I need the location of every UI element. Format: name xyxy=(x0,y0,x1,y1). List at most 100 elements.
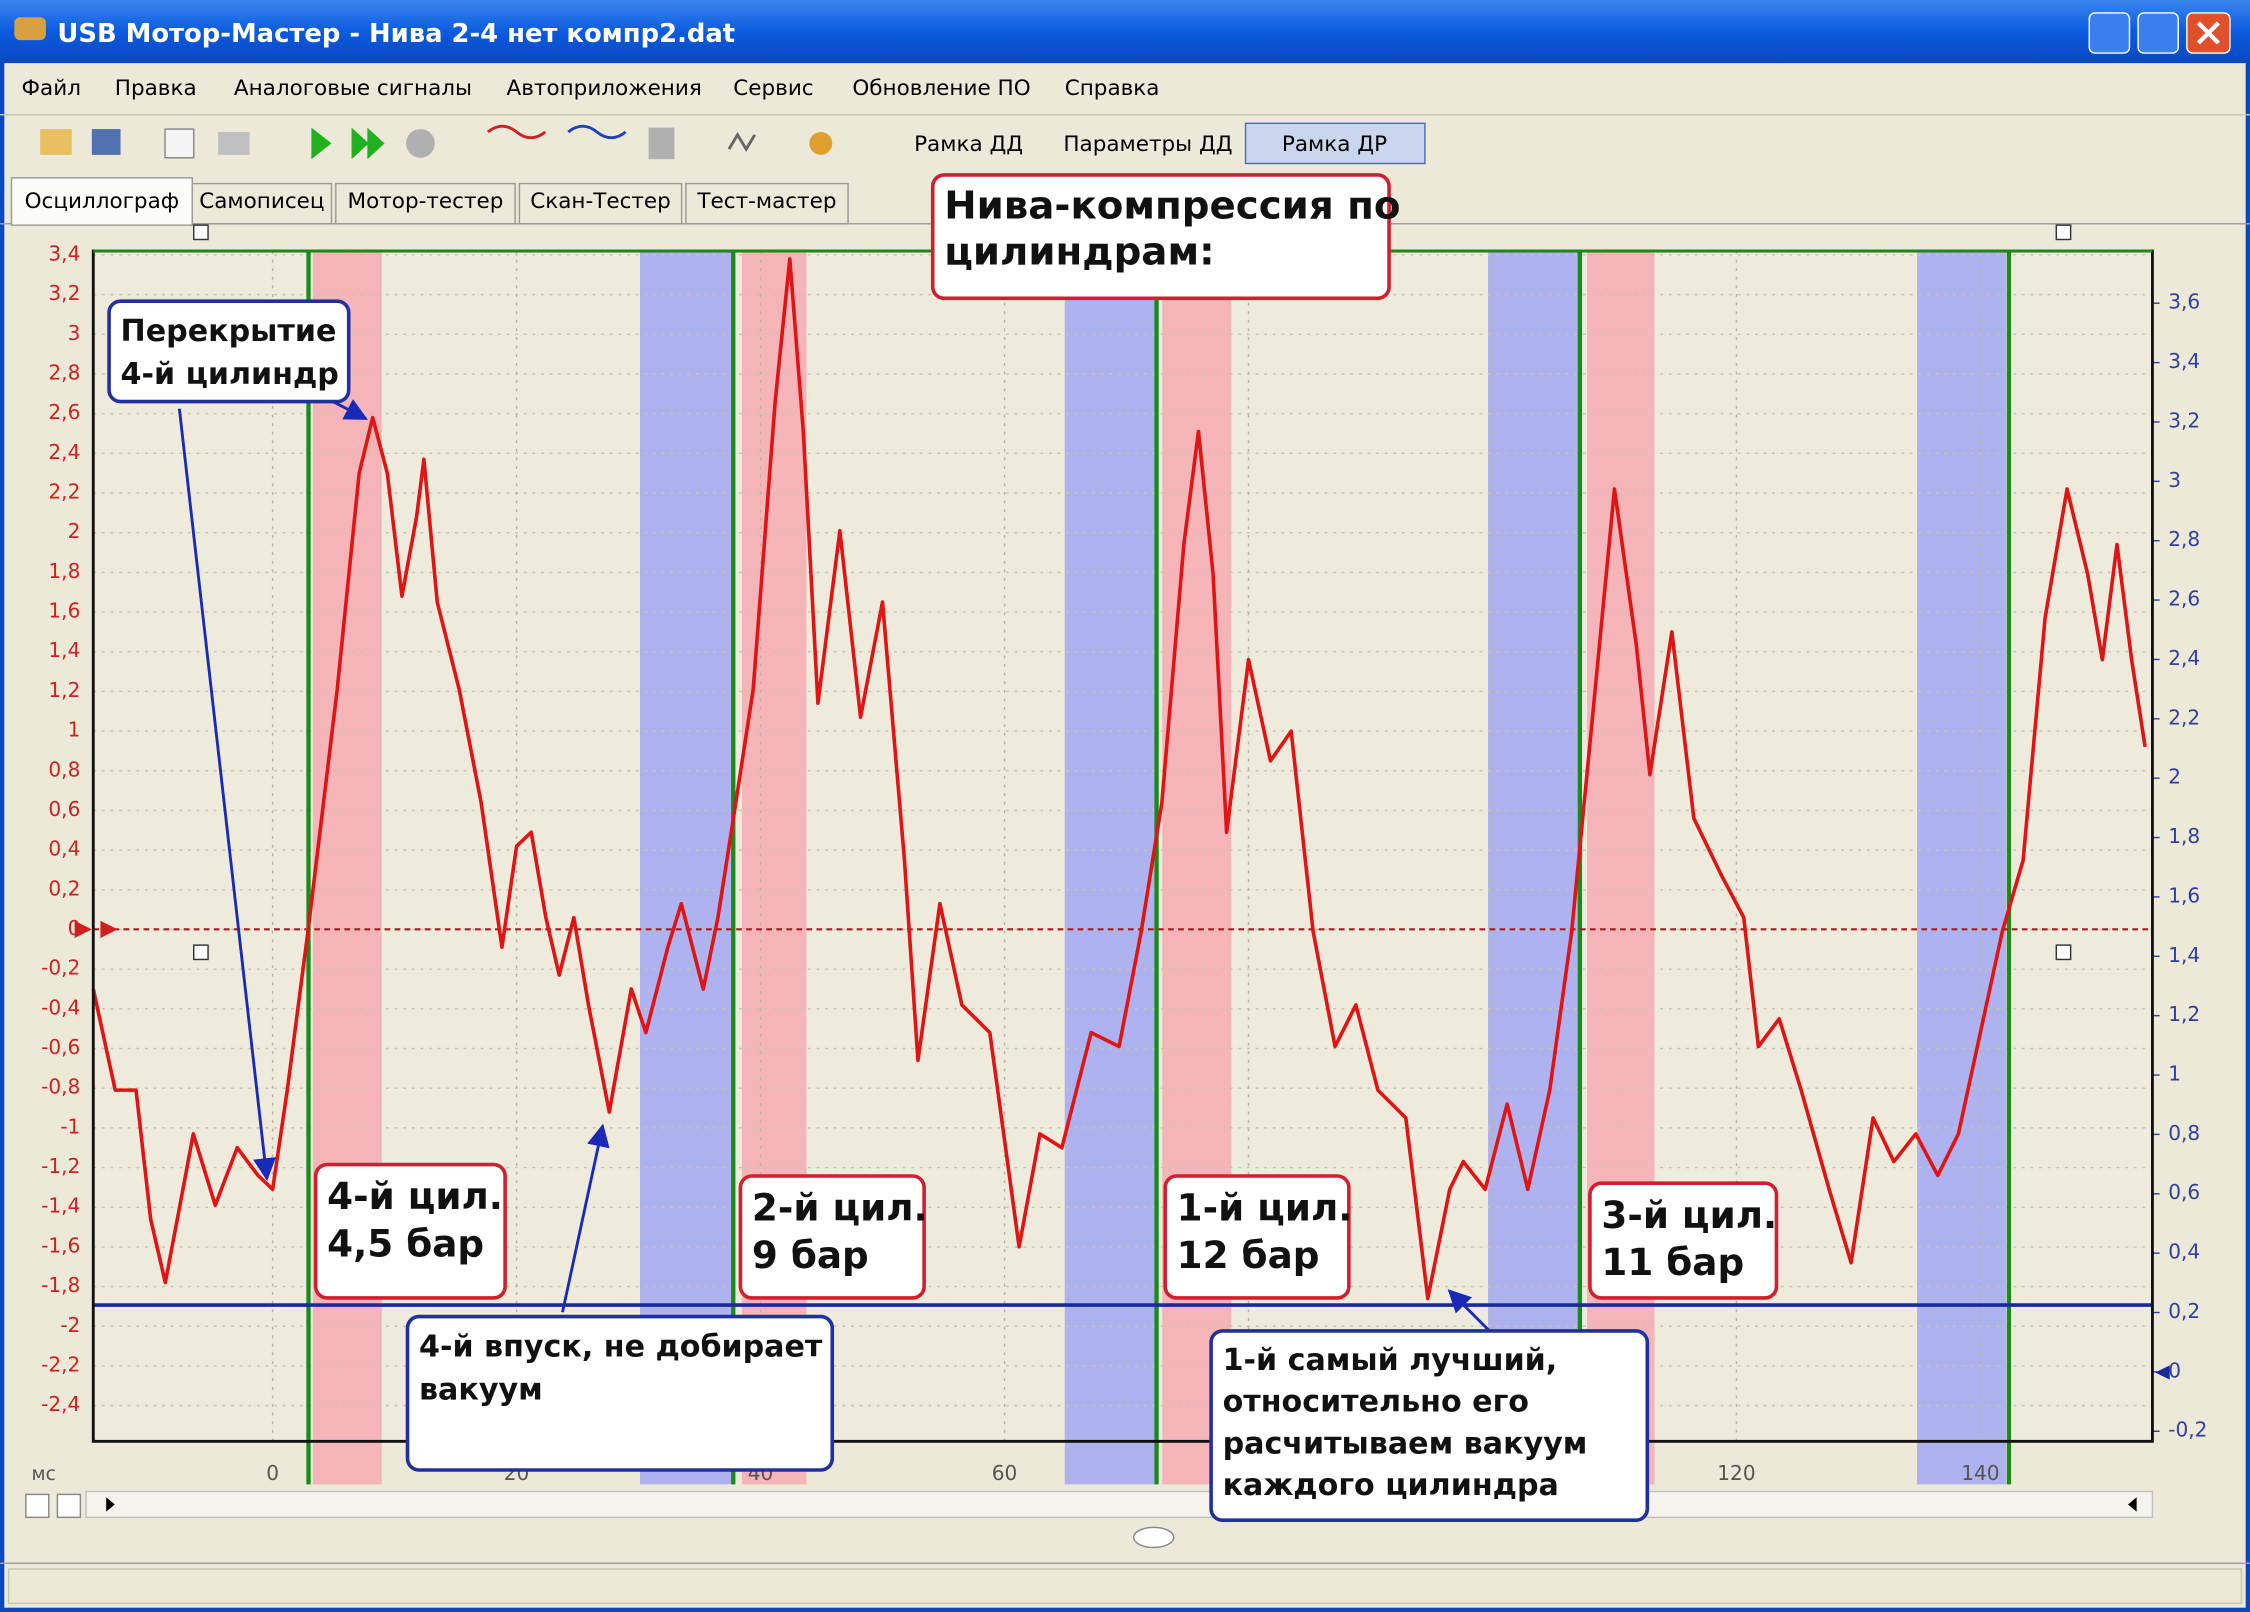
annotation-text: 4,5 бар xyxy=(327,1222,484,1266)
y2-tick-label: 0,2 xyxy=(2168,1299,2200,1323)
minimize-button[interactable] xyxy=(2088,12,2131,54)
tab-label: Мотор-тестер xyxy=(348,189,504,214)
menu-item[interactable]: Правка xyxy=(115,76,197,101)
annotation-text: 12 бар xyxy=(1177,1233,1320,1277)
annotation-text: 4-й цилиндр xyxy=(121,357,339,392)
annotation-box xyxy=(405,1314,835,1472)
zoom-button[interactable] xyxy=(25,1493,50,1519)
intake-band xyxy=(639,250,734,1485)
tab[interactable] xyxy=(335,182,516,225)
toolbar-button[interactable]: Рамка ДР xyxy=(1282,132,1387,157)
y-tick-label: 0,2 xyxy=(48,876,80,900)
y2-tick-label: 2,2 xyxy=(2168,705,2200,729)
intake-band xyxy=(1917,250,2007,1485)
y2-tick-label: 1,8 xyxy=(2168,824,2200,848)
marker-arrow xyxy=(74,920,118,938)
x-unit: мс xyxy=(32,1464,56,1485)
y2-tick-label: 1,6 xyxy=(2168,883,2200,907)
y-tick-label: 3,4 xyxy=(48,241,80,265)
annotation-text: Перекрытие xyxy=(121,314,337,349)
y2-tick-label: 3,4 xyxy=(2168,349,2200,373)
tab[interactable] xyxy=(518,182,683,225)
y2-tick-label: 0,8 xyxy=(2168,1121,2200,1145)
y-tick-label: 2,2 xyxy=(48,480,80,504)
menu-item[interactable]: Справка xyxy=(1065,76,1160,101)
annotation-text: Нива-компрессия по xyxy=(944,184,1400,229)
y-tick-label: -2,2 xyxy=(41,1352,80,1376)
scrollbar[interactable] xyxy=(85,1490,2154,1519)
annotation-text: 4-й цил. xyxy=(327,1174,503,1218)
y2-tick-label: 3,2 xyxy=(2168,408,2200,432)
tab[interactable] xyxy=(10,177,194,226)
status-bar xyxy=(7,1568,2243,1605)
annotation-text: относительно его xyxy=(1223,1385,1529,1420)
annotation-text: расчитываем вакуум xyxy=(1223,1426,1588,1461)
frame-handle[interactable] xyxy=(193,944,209,961)
y2-tick-label: 1 xyxy=(2168,1062,2181,1086)
y2-tick-label: 1,4 xyxy=(2168,943,2200,967)
annotation-text: 1-й цил. xyxy=(1177,1186,1353,1230)
frame-handle[interactable] xyxy=(2055,224,2072,241)
y2-tick-label: 3,6 xyxy=(2168,290,2200,314)
y-tick-label: -1,6 xyxy=(41,1233,80,1257)
tab-label: Скан-Тестер xyxy=(530,189,671,214)
toolbar-button[interactable]: Параметры ДД xyxy=(1063,132,1232,157)
maximize-button[interactable] xyxy=(2137,12,2179,54)
y-tick-label: 1,6 xyxy=(48,599,80,623)
y2-tick-label: -0,2 xyxy=(2168,1418,2207,1442)
annotation-text: цилиндрам: xyxy=(944,230,1214,275)
annotation-text: 3-й цил. xyxy=(1601,1193,1777,1237)
tab[interactable] xyxy=(685,182,849,225)
close-icon xyxy=(2196,21,2220,45)
annotation-box xyxy=(930,173,1391,301)
y2-tick-label: 0,4 xyxy=(2168,1240,2200,1264)
annotation-text: каждого цилиндра xyxy=(1223,1468,1559,1503)
menu-item[interactable]: Сервис xyxy=(733,76,813,101)
tab-label: Самописец xyxy=(199,189,324,214)
y2-tick-label: 2,6 xyxy=(2168,587,2200,611)
tab-label: Осциллограф xyxy=(25,189,180,214)
y-tick-label: -0,4 xyxy=(41,995,80,1019)
y2-tick-label: 2 xyxy=(2168,765,2181,789)
x-tick-label: 0 xyxy=(266,1461,279,1485)
annotation-box xyxy=(107,299,351,404)
splitter-handle[interactable] xyxy=(1132,1526,1175,1549)
y-tick-label: 2,8 xyxy=(48,360,80,384)
y-tick-label: 1,4 xyxy=(48,638,80,662)
y-tick-label: 3 xyxy=(68,321,81,345)
annotation-box xyxy=(738,1174,926,1300)
y-tick-label: 2 xyxy=(68,519,81,543)
y-tick-label: 1,8 xyxy=(48,559,80,583)
x-tick-label: 60 xyxy=(992,1461,1018,1485)
annotation-text: вакуум xyxy=(419,1373,543,1408)
frame-handle[interactable] xyxy=(193,224,209,241)
annotation-box xyxy=(1209,1329,1650,1523)
toolbar-button[interactable]: Рамка ДД xyxy=(914,132,1023,157)
y-tick-label: 3,2 xyxy=(48,281,80,305)
frame-handle[interactable] xyxy=(2055,944,2072,961)
y-tick-label: -2 xyxy=(60,1313,80,1337)
menu-item[interactable]: Файл xyxy=(22,76,81,101)
window-title: USB Мотор-Мастер - Нива 2-4 нет компр2.d… xyxy=(57,19,735,49)
annotation-arrow xyxy=(1447,1289,1494,1335)
tab[interactable] xyxy=(191,182,333,225)
tab-label: Тест-мастер xyxy=(696,189,836,214)
zoom-button[interactable] xyxy=(56,1493,82,1519)
annotation-text: 1-й самый лучший, xyxy=(1223,1343,1558,1378)
y2-tick-label: 3 xyxy=(2168,468,2181,492)
menu-item[interactable]: Обновление ПО xyxy=(852,76,1030,101)
toolbar-icons xyxy=(40,124,833,160)
x-tick-label: 120 xyxy=(1717,1461,1755,1485)
y-tick-label: 0,4 xyxy=(48,837,80,861)
menu-item[interactable]: Аналоговые сигналы xyxy=(234,76,472,101)
y-tick-label: 0,8 xyxy=(48,757,80,781)
annotation-text: 11 бар xyxy=(1601,1240,1744,1284)
menu-item[interactable]: Автоприложения xyxy=(507,76,702,101)
title-bar xyxy=(0,0,2250,64)
y-tick-label: -0,2 xyxy=(41,956,80,980)
y2-tick-label: 1,2 xyxy=(2168,1002,2200,1026)
y2-tick-label: 2,8 xyxy=(2168,527,2200,551)
signal-trace xyxy=(91,257,2147,1301)
